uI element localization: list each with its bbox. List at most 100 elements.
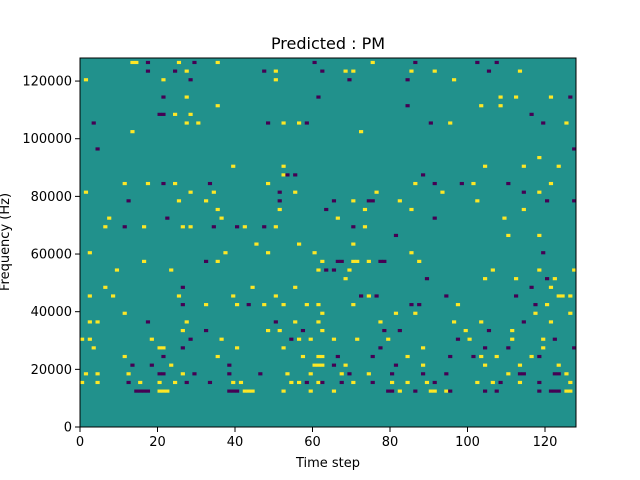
chart-title: Predicted : PM bbox=[271, 34, 385, 53]
heatmap-cell bbox=[273, 320, 278, 324]
heatmap-cell bbox=[421, 346, 426, 350]
heatmap-cell bbox=[95, 147, 100, 151]
heatmap-cell bbox=[347, 372, 352, 376]
heatmap-cell bbox=[320, 311, 325, 315]
heatmap-cell bbox=[378, 320, 383, 324]
heatmap-cell bbox=[231, 389, 236, 393]
heatmap-cell bbox=[308, 389, 313, 393]
heatmap-cell bbox=[568, 311, 573, 315]
heatmap-cell bbox=[262, 303, 267, 307]
heatmap-cell bbox=[266, 181, 271, 186]
heatmap-cell bbox=[188, 112, 193, 116]
heatmap-cell bbox=[180, 285, 185, 289]
heatmap-cell bbox=[541, 346, 546, 350]
y-tick-label: 80000 bbox=[31, 190, 72, 205]
heatmap-cell bbox=[529, 285, 534, 289]
heatmap-cell bbox=[405, 354, 410, 359]
heatmap-cell bbox=[463, 328, 468, 333]
heatmap-cell bbox=[452, 78, 457, 82]
heatmap-cell bbox=[494, 389, 499, 393]
heatmap-cell bbox=[572, 199, 577, 203]
heatmap-cell bbox=[316, 268, 321, 272]
heatmap-cell bbox=[304, 303, 309, 307]
heatmap-cell bbox=[432, 69, 437, 73]
heatmap-cell bbox=[343, 69, 348, 73]
heatmap-cell bbox=[130, 363, 135, 367]
heatmap-cell bbox=[324, 207, 329, 212]
heatmap-cell bbox=[165, 389, 170, 393]
heatmap-cell bbox=[514, 294, 519, 298]
y-tick-label: 20000 bbox=[31, 363, 72, 378]
heatmap-cell bbox=[316, 380, 321, 385]
heatmap-cell bbox=[281, 346, 286, 350]
y-tick-label: 0 bbox=[64, 421, 72, 436]
x-axis: 0 20 40 60 80 100 120 bbox=[76, 427, 557, 450]
heatmap-cell bbox=[541, 121, 546, 125]
heatmap-cell bbox=[293, 190, 298, 194]
heatmap-cell bbox=[471, 181, 476, 186]
heatmap-cell bbox=[219, 216, 224, 220]
heatmap-cell bbox=[471, 354, 476, 359]
heatmap-cell bbox=[184, 380, 189, 385]
heatmap-cell bbox=[537, 354, 542, 359]
heatmap-cell bbox=[366, 199, 371, 203]
heatmap-cell bbox=[455, 337, 461, 341]
heatmap-cell bbox=[204, 199, 209, 203]
heatmap-cell bbox=[479, 320, 484, 324]
heatmap-cell bbox=[521, 190, 526, 194]
heatmap-cell bbox=[134, 60, 139, 65]
heatmap-cell bbox=[486, 69, 492, 73]
heatmap-cell bbox=[297, 242, 302, 246]
heatmap-cell bbox=[320, 328, 325, 333]
heatmap-cell bbox=[242, 389, 247, 393]
y-tick-label: 100000 bbox=[22, 132, 72, 147]
heatmap-cell bbox=[370, 199, 375, 203]
heatmap-cell bbox=[192, 60, 197, 65]
heatmap-cell bbox=[176, 60, 182, 65]
heatmap-cell bbox=[533, 311, 538, 315]
heatmap-cell bbox=[475, 60, 480, 65]
heatmap-cell bbox=[552, 277, 557, 281]
heatmap-cell bbox=[231, 294, 236, 298]
heatmap-cell bbox=[281, 121, 286, 125]
heatmap-cell bbox=[266, 251, 271, 255]
heatmap-cell bbox=[432, 380, 437, 385]
heatmap-cell bbox=[351, 380, 356, 385]
heatmap-cell bbox=[130, 130, 135, 134]
heatmap-cell bbox=[382, 259, 387, 263]
heatmap-cell bbox=[242, 225, 247, 229]
heatmap-cell bbox=[529, 354, 534, 359]
heatmap-cell bbox=[370, 380, 375, 385]
heatmap-cell bbox=[386, 337, 391, 341]
heatmap-cell bbox=[409, 69, 414, 73]
heatmap-cell bbox=[157, 389, 162, 393]
heatmap-cell bbox=[494, 60, 499, 65]
heatmap-cell bbox=[316, 95, 321, 99]
heatmap-cell bbox=[246, 389, 251, 393]
heatmap-cell bbox=[331, 268, 337, 272]
heatmap-cell bbox=[145, 69, 151, 73]
heatmap-cell bbox=[479, 104, 484, 108]
heatmap-cell bbox=[564, 389, 569, 393]
heatmap-cell bbox=[455, 303, 461, 307]
heatmap-cell bbox=[378, 346, 383, 350]
heatmap-cell bbox=[316, 303, 321, 307]
heatmap-cell bbox=[413, 181, 418, 186]
heatmap-cell bbox=[405, 104, 410, 108]
heatmap-cell bbox=[180, 346, 185, 350]
heatmap-cell bbox=[331, 337, 337, 341]
heatmap-cell bbox=[537, 156, 542, 160]
heatmap-cell bbox=[366, 294, 371, 298]
plot-frame bbox=[79, 57, 577, 428]
heatmap-cell bbox=[134, 389, 139, 393]
heatmap-cell bbox=[452, 320, 457, 324]
heatmap-cell bbox=[521, 207, 526, 212]
heatmap-cell bbox=[432, 216, 437, 220]
heatmap-cell bbox=[409, 303, 414, 307]
heatmap-cell bbox=[560, 294, 565, 298]
heatmap-cell bbox=[300, 354, 306, 359]
heatmap-cell bbox=[444, 294, 449, 298]
heatmap-cells bbox=[80, 60, 577, 393]
heatmap-cell bbox=[331, 199, 337, 203]
heatmap-cell bbox=[335, 216, 340, 220]
